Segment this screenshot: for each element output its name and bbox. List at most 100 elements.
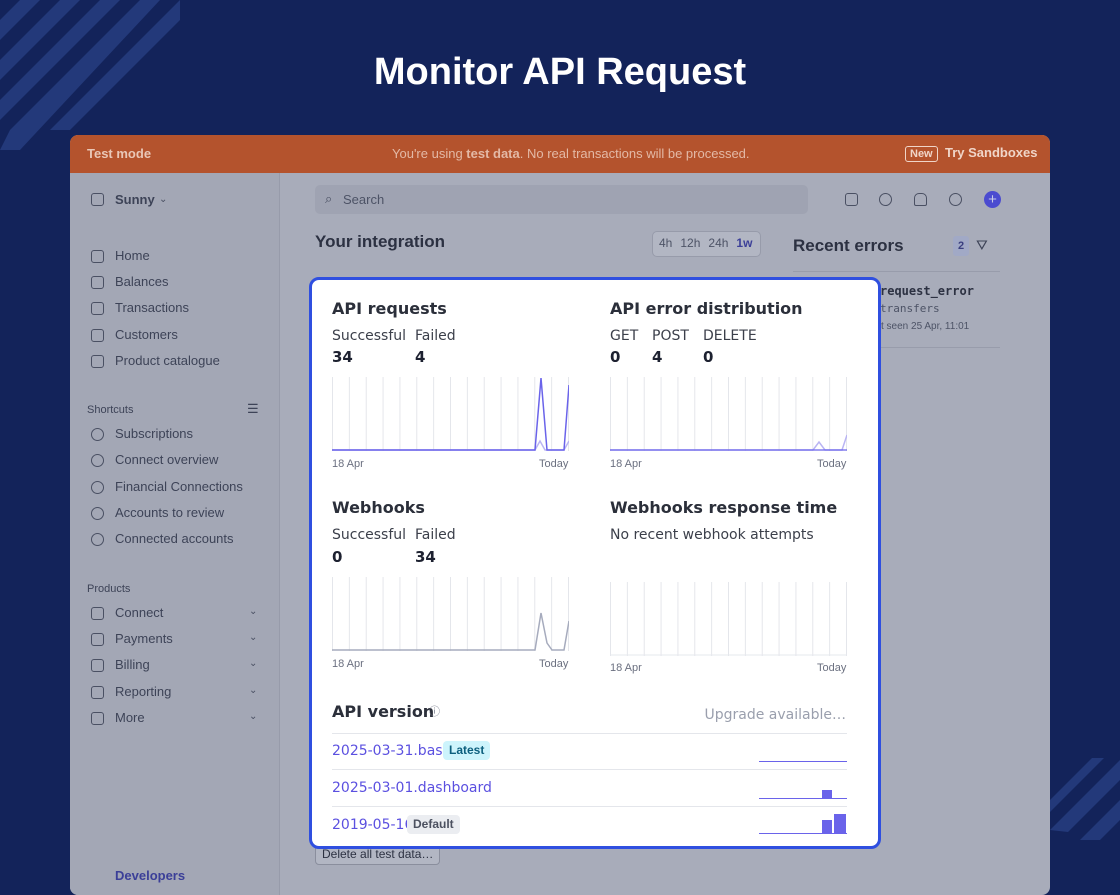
nav-item[interactable]: Transactions bbox=[115, 300, 189, 315]
stat-value: 0 bbox=[610, 348, 621, 366]
test-banner bbox=[70, 135, 1050, 173]
axis-label: 18 Apr bbox=[610, 458, 642, 470]
divider bbox=[332, 806, 847, 807]
axis-label: Today bbox=[817, 662, 847, 674]
sparkline bbox=[610, 377, 847, 451]
nav-item[interactable]: Reporting bbox=[115, 684, 172, 699]
help-icon[interactable] bbox=[879, 193, 892, 206]
stat-label: Successful bbox=[332, 527, 407, 543]
axis-label: Today bbox=[539, 658, 569, 670]
version-badge: Default bbox=[407, 815, 460, 834]
nav-item[interactable]: Connect overview bbox=[115, 452, 219, 467]
banner-notice: You're using test data. No real transact… bbox=[392, 144, 750, 164]
chevron: ⌄ bbox=[159, 194, 168, 205]
section-label: Products bbox=[87, 583, 131, 595]
divider bbox=[793, 347, 1000, 348]
stat-label: DELETE bbox=[703, 328, 757, 344]
version-name[interactable]: 2025-03-01.dashboard bbox=[332, 780, 492, 796]
nav-item[interactable]: Home bbox=[115, 248, 150, 263]
search-placeholder: Search bbox=[343, 192, 385, 207]
sparkline bbox=[610, 582, 847, 656]
nav-item[interactable]: Subscriptions bbox=[115, 426, 194, 441]
error-resource: transfers bbox=[880, 302, 940, 315]
panel-title: Webhooks response time bbox=[610, 498, 838, 517]
axis-label: Today bbox=[817, 458, 847, 470]
apps-icon[interactable] bbox=[845, 193, 858, 206]
chevron: ⌄ bbox=[249, 632, 258, 643]
info-icon[interactable]: ⓘ bbox=[429, 705, 440, 718]
divider bbox=[793, 271, 1000, 272]
version-name[interactable]: 2019-05-16 bbox=[332, 817, 414, 833]
chevron: ⌄ bbox=[249, 711, 258, 722]
nav-item[interactable]: Product catalogue bbox=[115, 353, 220, 368]
section-label: Shortcuts bbox=[87, 404, 134, 416]
stat-label: Successful bbox=[332, 328, 407, 344]
range-option[interactable]: 4h bbox=[659, 236, 673, 250]
range-picker bbox=[652, 231, 761, 257]
stat-value: 0 bbox=[332, 548, 343, 566]
stat-value: 4 bbox=[652, 348, 663, 366]
section-title: Your integration bbox=[315, 232, 446, 251]
settings-icon[interactable] bbox=[949, 193, 962, 206]
empty-message: No recent webhook attempts bbox=[610, 527, 814, 543]
nav-icon bbox=[91, 454, 104, 467]
error-seen: st seen 25 Apr, 11:01 bbox=[876, 321, 970, 332]
chevron: ⌄ bbox=[249, 658, 258, 669]
account-icon bbox=[91, 193, 104, 206]
sparkline bbox=[332, 577, 569, 651]
nav-icon bbox=[91, 686, 104, 699]
search-icon: ⌕ bbox=[325, 191, 333, 206]
nav-icon bbox=[91, 533, 104, 546]
version-name[interactable]: 2025-03-31.basil bbox=[332, 743, 451, 759]
stat-label: POST bbox=[652, 328, 689, 344]
nav-icon bbox=[91, 428, 104, 441]
stat-label: GET bbox=[610, 328, 639, 344]
nav-item[interactable]: Financial Connections bbox=[115, 479, 243, 494]
sidebar bbox=[70, 173, 280, 895]
developers-link[interactable]: Developers bbox=[115, 868, 186, 883]
search-box[interactable] bbox=[315, 185, 808, 214]
sandbox-link[interactable]: Try Sandboxes bbox=[945, 145, 1038, 160]
nav-icon bbox=[91, 607, 104, 620]
range-option[interactable]: 12h bbox=[680, 236, 701, 250]
upgrade-link[interactable]: Upgrade available… bbox=[704, 707, 847, 723]
nav-icon bbox=[91, 659, 104, 672]
error-code[interactable]: request_error bbox=[880, 284, 974, 298]
nav-icon bbox=[91, 329, 104, 342]
nav-icon bbox=[91, 250, 104, 263]
mode-label: Test mode bbox=[87, 146, 152, 161]
account-name[interactable]: Sunny bbox=[115, 192, 155, 207]
nav-item[interactable]: Payments bbox=[115, 631, 173, 646]
new-badge: New bbox=[905, 146, 938, 162]
nav-item[interactable]: More bbox=[115, 710, 145, 725]
notice-text: You're using bbox=[392, 146, 467, 161]
nav-item[interactable]: Balances bbox=[115, 274, 169, 289]
page-title: Monitor API Request bbox=[373, 51, 747, 93]
chevron: ⌄ bbox=[249, 685, 258, 696]
bell-icon[interactable] bbox=[914, 193, 927, 206]
integration-card bbox=[309, 277, 881, 849]
sparkline bbox=[332, 377, 569, 451]
stat-value: 4 bbox=[415, 348, 426, 366]
filter-icon[interactable]: ⛛ bbox=[976, 237, 988, 253]
nav-item[interactable]: Connected accounts bbox=[115, 531, 234, 546]
notice-bold: test data bbox=[466, 146, 520, 161]
range-option[interactable]: 1w bbox=[736, 236, 753, 250]
nav-item[interactable]: Billing bbox=[115, 657, 150, 672]
range-option[interactable]: 24h bbox=[708, 236, 729, 250]
panel-title: Webhooks bbox=[332, 498, 425, 517]
stat-value: 34 bbox=[332, 348, 353, 366]
nav-item[interactable]: Accounts to review bbox=[115, 505, 225, 520]
axis-label: 18 Apr bbox=[332, 658, 364, 670]
list-icon: ☰ bbox=[247, 401, 259, 416]
stat-label: Failed bbox=[415, 328, 456, 344]
notice-text: . No real transactions will be processed… bbox=[519, 146, 750, 161]
nav-item[interactable]: Connect bbox=[115, 605, 164, 620]
divider bbox=[332, 733, 847, 734]
nav-item[interactable]: Customers bbox=[115, 327, 178, 342]
create-button[interactable]: + bbox=[984, 191, 1001, 208]
nav-icon bbox=[91, 507, 104, 520]
nav-icon bbox=[91, 633, 104, 646]
